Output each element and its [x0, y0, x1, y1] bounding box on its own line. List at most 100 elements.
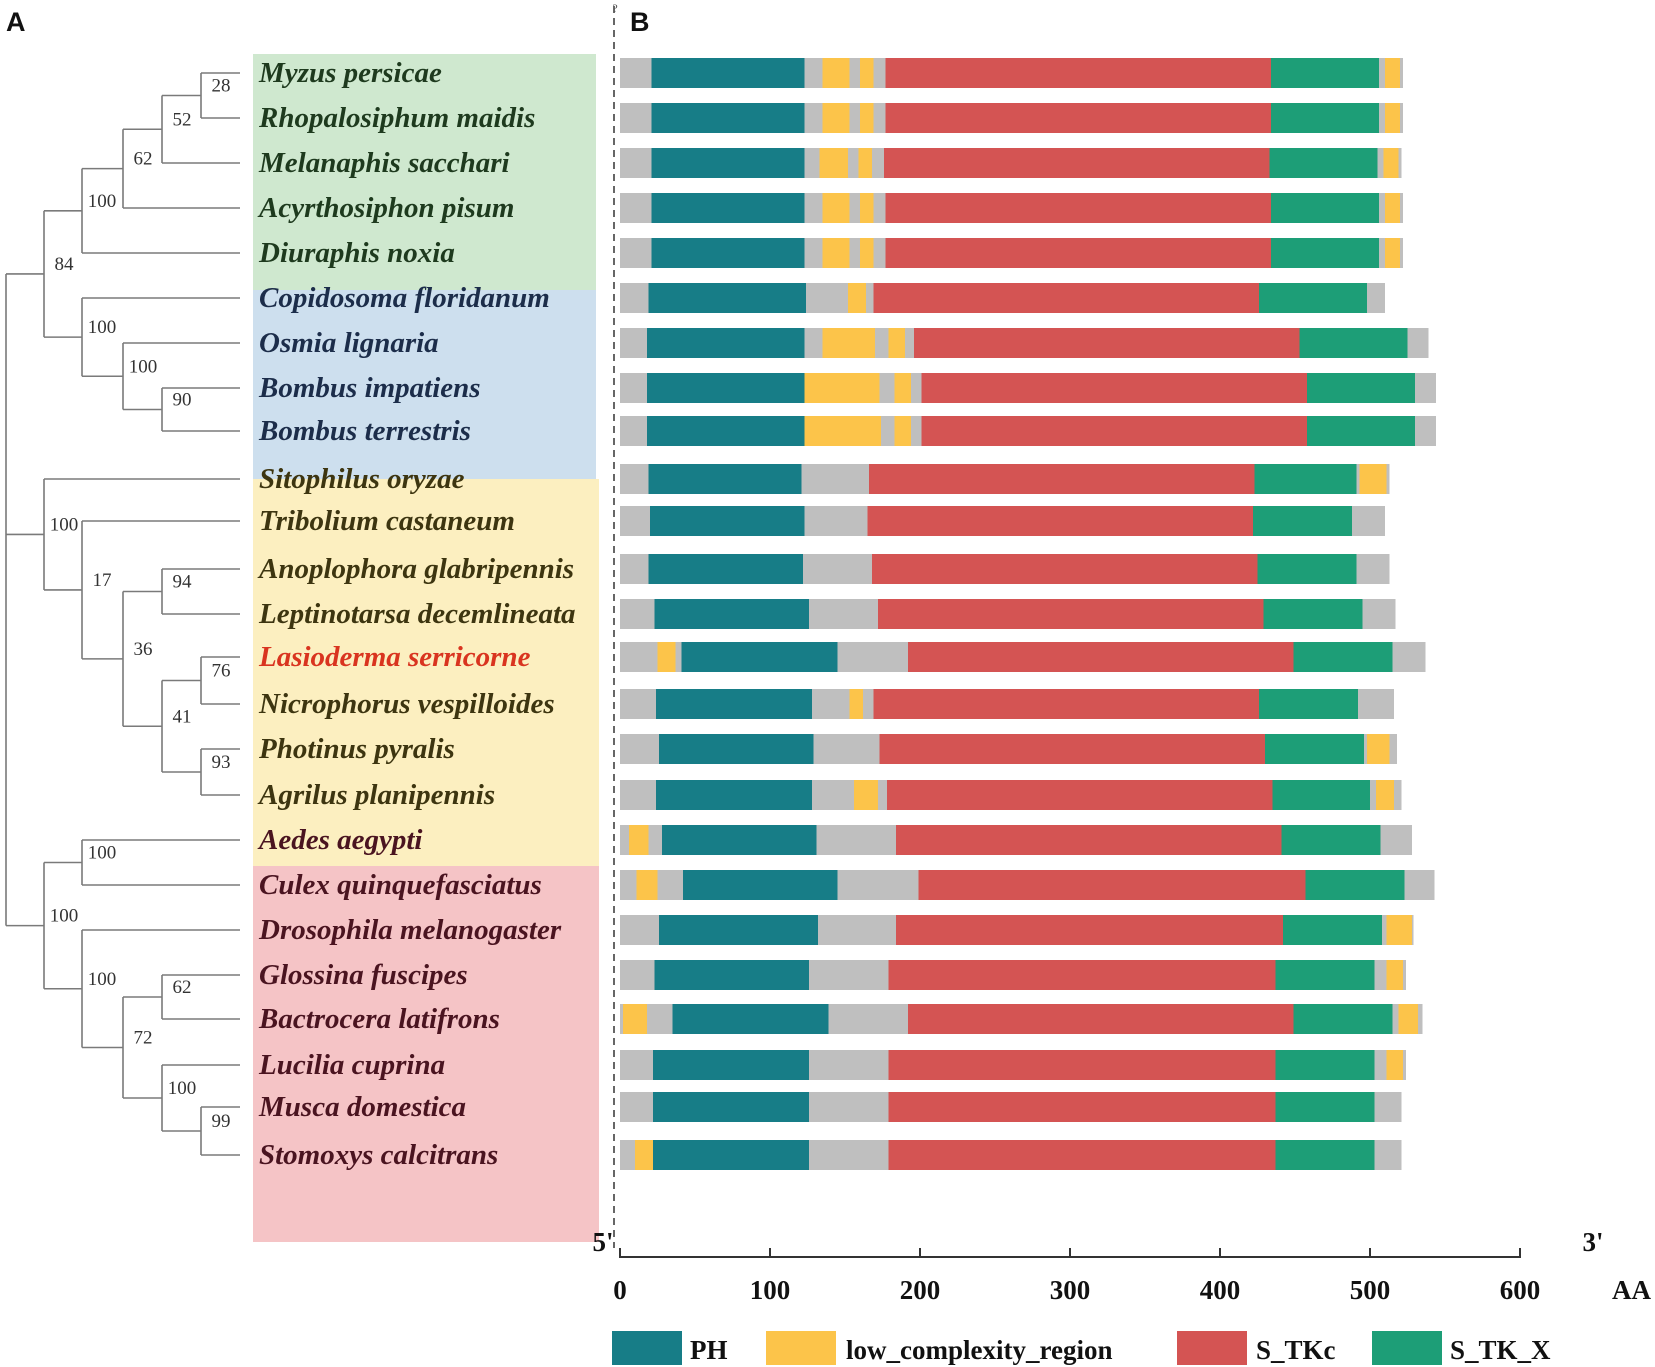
domain-ph [659, 915, 818, 945]
phylogenetic-tree: 28 52 62 100 90 100 100 84 94 76 93 41 36 17 100 100 62 9… [5, 72, 240, 1156]
domain-s-tkc [921, 416, 1307, 446]
domain-s-tkc [887, 780, 1273, 810]
domain-low-complexity-region [894, 373, 911, 403]
bar-row-glossina-fuscipes [620, 960, 1406, 990]
bar-row-copidosoma-floridanum [620, 283, 1385, 313]
domain-s-tk-x [1263, 599, 1363, 629]
domain-low-complexity-region [849, 689, 863, 719]
domain-ph [647, 416, 805, 446]
domain-low-complexity-region [1385, 238, 1400, 268]
five-prime-label: 5' [592, 1227, 613, 1257]
domain-ph [653, 1092, 809, 1122]
domain-s-tkc [872, 554, 1258, 584]
domain-s-tkc [885, 58, 1271, 88]
domain-s-tk-x [1281, 825, 1381, 855]
domain-s-tk-x [1257, 554, 1357, 584]
domain-low-complexity-region [860, 103, 874, 133]
domain-ph [651, 103, 805, 133]
domain-s-tk-x [1253, 506, 1352, 536]
domain-s-tk-x [1299, 328, 1408, 358]
bar-row-lasioderma-serricorne [620, 642, 1426, 672]
bar-row-osmia-lignaria [620, 328, 1429, 358]
domain-s-tkc [908, 642, 1294, 672]
domain-s-tk-x [1271, 238, 1379, 268]
domain-low-complexity-region [1385, 103, 1400, 133]
domain-s-tk-x [1275, 1092, 1375, 1122]
species-label-culex-quinquefasciatus: Culex quinquefasciatus [259, 869, 542, 901]
domain-s-tkc [867, 506, 1253, 536]
domain-low-complexity-region [1386, 960, 1403, 990]
domain-s-tkc [896, 825, 1282, 855]
domain-s-tkc [869, 464, 1255, 494]
domain-ph [656, 780, 812, 810]
domain-low-complexity-region [636, 870, 658, 900]
divider-mark: ? [612, 1, 617, 15]
domain-s-tk-x [1293, 1004, 1393, 1034]
domain-ph [648, 464, 802, 494]
domain-s-tkc [879, 734, 1265, 764]
domain-low-complexity-region [854, 780, 878, 810]
domain-ph [650, 506, 805, 536]
legend-label-low-complexity-region: low_complexity_region [846, 1335, 1112, 1365]
domain-low-complexity-region [848, 283, 866, 313]
domain-ph [681, 642, 838, 672]
domain-ph [683, 870, 838, 900]
bootstrap-label-n41: 41 [173, 706, 192, 727]
legend-swatch-s-tk-x [1372, 1331, 1442, 1365]
species-label-agrilus-planipennis: Agrilus planipennis [257, 779, 495, 811]
bootstrap-label-n100h: 100 [50, 906, 79, 927]
domain-s-tk-x [1275, 960, 1375, 990]
domain-s-tk-x [1259, 283, 1367, 313]
species-label-glossina-fuscipes: Glossina fuscipes [259, 959, 468, 991]
species-labels: Myzus persicae Rhopalosiphum maidis Melana… [257, 57, 576, 1171]
species-label-anoplophora-glabripennis: Anoplophora glabripennis [257, 553, 574, 585]
domain-low-complexity-region [822, 103, 850, 133]
species-label-diuraphis-noxia: Diuraphis noxia [258, 237, 455, 269]
domain-s-tkc [885, 238, 1271, 268]
species-label-bombus-impatiens: Bombus impatiens [258, 372, 481, 404]
bar-row-leptinotarsa-decemlineata [620, 599, 1396, 629]
domain-low-complexity-region [1376, 780, 1394, 810]
bar-row-anoplophora-glabripennis [620, 554, 1390, 584]
domain-s-tk-x [1271, 193, 1379, 223]
bar-row-photinus-pyralis [620, 734, 1397, 764]
domain-ph [659, 734, 814, 764]
domain-s-tk-x [1265, 734, 1364, 764]
species-label-lucilia-cuprina: Lucilia cuprina [258, 1049, 445, 1081]
domain-ph [653, 1050, 809, 1080]
domain-low-complexity-region [804, 373, 880, 403]
species-label-tribolium-castaneum: Tribolium castaneum [259, 505, 515, 537]
domain-low-complexity-region [822, 328, 875, 358]
bootstrap-label-n100c: 100 [88, 317, 117, 338]
domain-s-tk-x [1275, 1050, 1375, 1080]
x-tick-label-200: 200 [900, 1275, 941, 1305]
domain-low-complexity-region [1359, 464, 1387, 494]
domain-s-tk-x [1293, 642, 1393, 672]
domain-s-tkc [888, 1092, 1276, 1122]
domain-s-tk-x [1254, 464, 1357, 494]
species-label-sitophilus-oryzae: Sitophilus oryzae [259, 463, 465, 495]
bootstrap-label-n62b: 62 [173, 977, 192, 998]
bootstrap-label-n93: 93 [212, 752, 231, 773]
domain-low-complexity-region [860, 58, 874, 88]
domain-low-complexity-region [1398, 1004, 1418, 1034]
bootstrap-label-n100d: 100 [50, 514, 79, 535]
bar-row-musca-domestica [620, 1092, 1402, 1122]
domain-s-tk-x [1305, 870, 1405, 900]
species-label-stomoxys-calcitrans: Stomoxys calcitrans [259, 1139, 498, 1171]
species-label-myzus-persicae: Myzus persicae [258, 57, 442, 89]
domain-ph [647, 373, 805, 403]
bootstrap-label-n17: 17 [93, 570, 112, 591]
three-prime-label: 3' [1582, 1227, 1603, 1257]
x-tick-label-0: 0 [613, 1275, 627, 1305]
domain-s-tkc [896, 915, 1283, 945]
bootstrap-label-n100b: 100 [129, 356, 158, 377]
domain-low-complexity-region [657, 642, 676, 672]
domain-s-tkc [921, 373, 1307, 403]
bootstrap-label-n90: 90 [173, 390, 192, 411]
group-box-coleoptera [253, 479, 599, 866]
domain-ph [672, 1004, 829, 1034]
domain-s-tkc [884, 148, 1270, 178]
bootstrap-label-n76: 76 [212, 661, 231, 682]
legend: PH low_complexity_region S_TKc S_TK_X [612, 1331, 1551, 1365]
